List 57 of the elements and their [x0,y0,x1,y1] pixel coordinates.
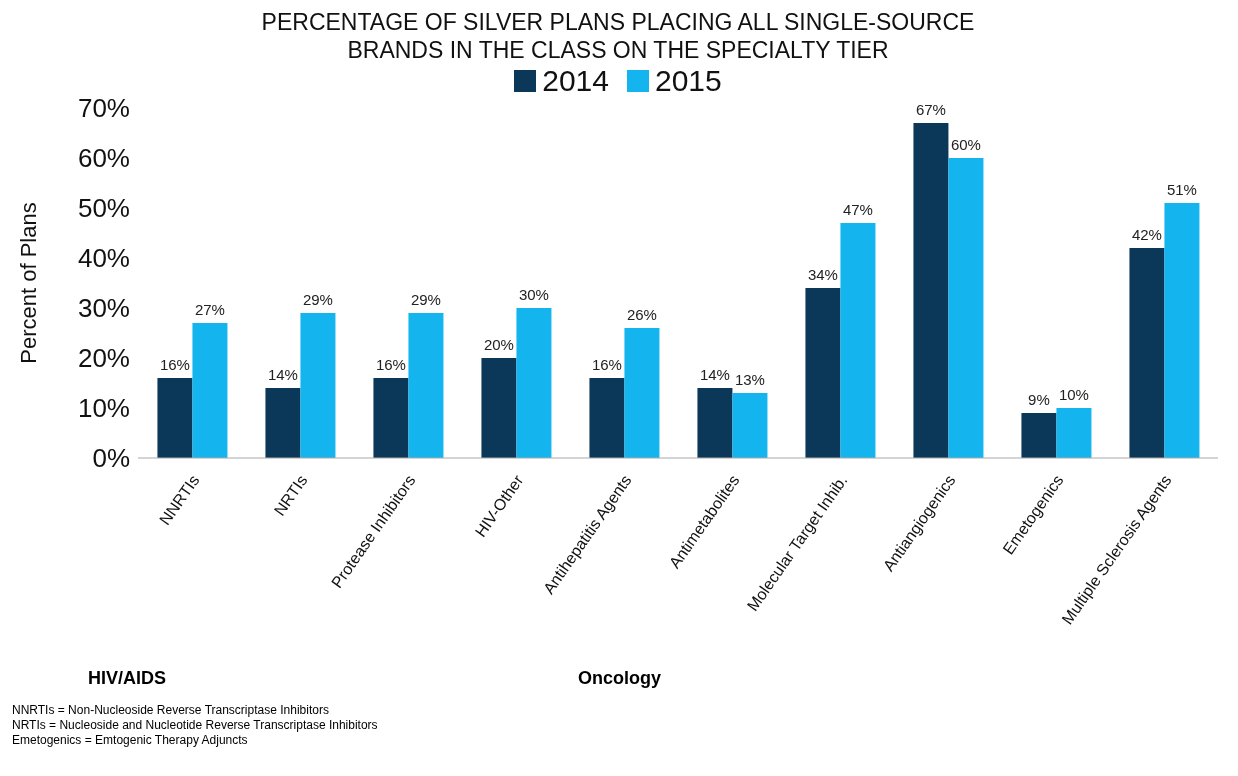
bar [589,378,625,458]
bar [373,378,409,458]
y-axis-title: Percent of Plans [15,202,41,364]
data-label: 51% [1166,181,1197,198]
y-tick-label: 60% [77,143,130,174]
legend-label: 2014 [541,64,609,98]
bar [481,358,517,458]
data-label: 16% [159,356,190,373]
bar [1056,408,1092,458]
bar [157,378,193,458]
data-label: 20% [483,336,514,353]
bar [732,393,768,458]
text: Emetogenics = Emtogenic Therapy Adjuncts [12,733,249,748]
bar [840,223,876,458]
bar [1021,413,1057,458]
y-tick-label: 20% [77,343,130,374]
bar [192,323,228,458]
data-label: 16% [591,356,622,373]
text: NRTIs = Nucleoside and Nucleotide Reverse Transcriptase Inhibitors [12,718,378,733]
bar [1164,203,1200,458]
data-label: 29% [302,291,333,308]
bar [265,388,301,458]
y-tick-label: 10% [77,393,130,424]
y-tick-label: 30% [77,293,130,324]
data-label: 14% [267,366,298,383]
data-label: 16% [375,356,406,373]
data-label: 67% [915,101,946,118]
data-label: 34% [807,266,838,283]
legend-label: 2015 [654,64,722,98]
data-label: 60% [950,136,981,153]
y-tick-label: 0% [92,443,130,474]
bar [697,388,733,458]
bar [624,328,660,458]
bar [805,288,841,458]
y-tick-label: 70% [77,93,130,124]
text: Oncology [578,668,662,689]
text: HIV/AIDS [88,668,167,689]
y-tick-label: 40% [77,243,130,274]
data-label: 30% [518,286,549,303]
data-label: 10% [1058,386,1089,403]
bar [948,158,984,458]
bar [408,313,444,458]
data-label: 47% [842,201,873,218]
data-label: 14% [699,366,730,383]
data-label: 9% [1028,391,1050,408]
data-label: 29% [410,291,441,308]
bar [300,313,336,458]
data-label: 42% [1131,226,1162,243]
text: NNRTIs = Non-Nucleoside Reverse Transcriptase Inhibitors [12,703,330,718]
chart-title: PERCENTAGE OF SILVER PLANS PLACING ALL SINGLE-SOURCE BRANDS IN THE CLASS ON THE SPECIALTY TIER [260,8,976,64]
y-tick-label: 50% [77,193,130,224]
bar [516,308,552,458]
bar [1129,248,1165,458]
bar [913,123,949,458]
data-label: 27% [194,301,225,318]
data-label: 26% [626,306,657,323]
data-label: 13% [734,371,765,388]
